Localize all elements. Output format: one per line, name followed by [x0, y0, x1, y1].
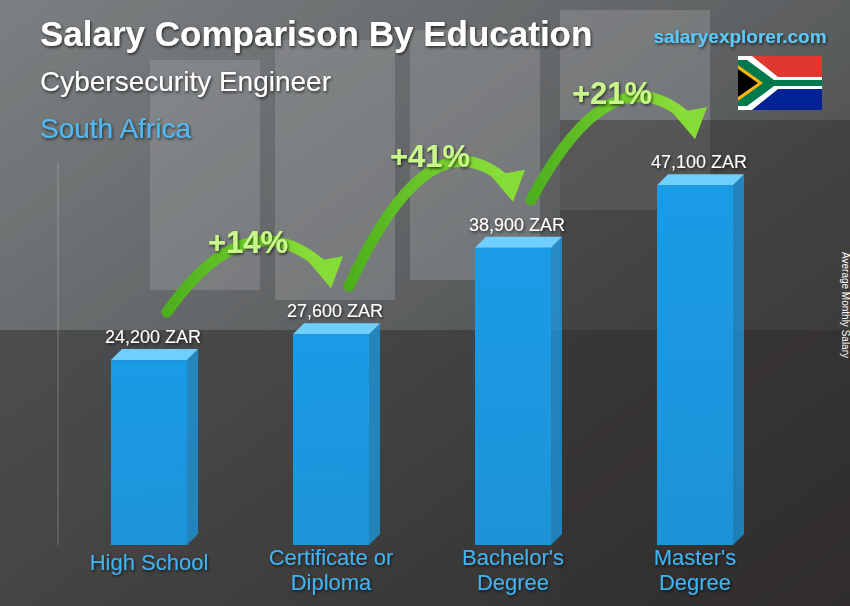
- growth-label: +41%: [390, 139, 470, 174]
- arrow-head: [309, 256, 343, 288]
- title: Salary Comparison By Education: [40, 14, 592, 53]
- growth-arrow: [349, 161, 525, 286]
- bar-top: [475, 237, 562, 248]
- bar: [657, 185, 733, 545]
- data-label: 27,600 ZAR: [287, 301, 383, 321]
- growth-label: +21%: [572, 76, 652, 111]
- category-line: Degree: [477, 570, 549, 595]
- arrow-head: [673, 107, 707, 139]
- arrow-head: [491, 170, 525, 202]
- arrow-curve: [349, 161, 507, 286]
- data-label: 24,200 ZAR: [105, 327, 201, 347]
- arrow-curve: [531, 97, 689, 200]
- category-label: High School: [90, 550, 209, 575]
- source: salaryexplorer.com: [653, 26, 826, 47]
- category-label: Certificate orDiploma: [269, 545, 394, 595]
- flag-green: [738, 60, 822, 106]
- bar-top: [293, 323, 380, 334]
- category-line: Bachelor's: [462, 545, 564, 570]
- bar-group: [293, 323, 380, 545]
- bar-side: [551, 237, 562, 545]
- flag-gold: [738, 65, 763, 101]
- subtitle: Cybersecurity Engineer: [40, 66, 331, 97]
- bar-top: [111, 349, 198, 360]
- chart: Salary Comparison By Education Cybersecur…: [0, 0, 850, 606]
- bar: [293, 334, 369, 545]
- bar-group: [111, 349, 198, 545]
- category-line: Certificate or: [269, 545, 394, 570]
- category-line: Degree: [659, 570, 731, 595]
- data-label: 47,100 ZAR: [651, 152, 747, 172]
- category-label: Bachelor'sDegree: [462, 545, 564, 595]
- bar: [475, 248, 551, 545]
- bar-side: [733, 174, 744, 545]
- category-line: Diploma: [291, 570, 372, 595]
- flag: [738, 56, 822, 110]
- bar: [111, 360, 187, 545]
- region: South Africa: [40, 113, 191, 144]
- flag-white: [738, 56, 822, 110]
- y-label: Average Monthly Salary: [840, 252, 850, 358]
- y-axis-line: [58, 163, 59, 545]
- flag-black: [738, 69, 758, 97]
- data-label: 38,900 ZAR: [469, 215, 565, 235]
- bar-group: [475, 237, 562, 545]
- background: [0, 0, 850, 606]
- bar-side: [187, 349, 198, 545]
- bars: [111, 174, 744, 545]
- category-line: High School: [90, 550, 209, 575]
- growth-label: +14%: [208, 225, 288, 260]
- category-label: Master'sDegree: [654, 545, 736, 595]
- bar-group: [657, 174, 744, 545]
- overlay: [0, 0, 850, 606]
- bar-top: [657, 174, 744, 185]
- bar-side: [369, 323, 380, 545]
- growth-arrow: [531, 97, 707, 200]
- category-line: Master's: [654, 545, 736, 570]
